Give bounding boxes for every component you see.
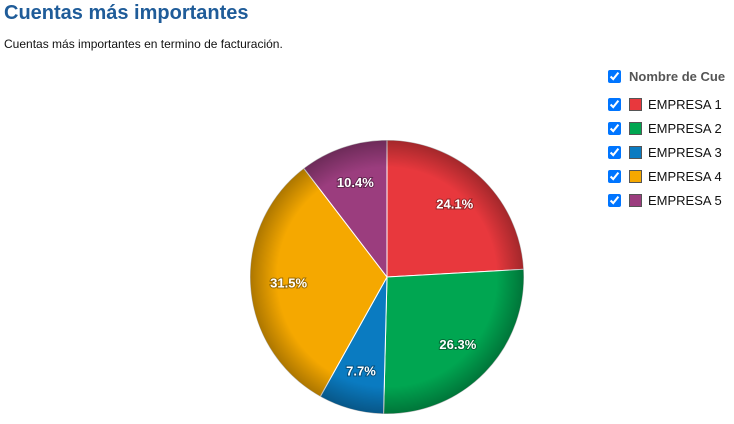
data-label: 7.7% bbox=[346, 364, 376, 379]
legend-label: EMPRESA 1 bbox=[648, 96, 722, 112]
legend-checkbox[interactable] bbox=[608, 121, 621, 135]
legend-item: EMPRESA 1 bbox=[606, 92, 725, 116]
legend-label: EMPRESA 3 bbox=[648, 144, 722, 160]
data-label: 31.5% bbox=[270, 276, 307, 291]
legend-swatch bbox=[629, 145, 642, 159]
legend-swatch bbox=[629, 169, 642, 183]
data-label: 10.4% bbox=[337, 175, 374, 190]
legend-checkbox[interactable] bbox=[608, 145, 621, 159]
page-title: Cuentas más importantes bbox=[4, 2, 249, 24]
legend-title: Nombre de Cue bbox=[629, 68, 726, 84]
legend-swatch bbox=[629, 193, 642, 207]
data-label: 26.3% bbox=[439, 337, 476, 352]
legend-item: EMPRESA 3 bbox=[606, 140, 725, 164]
legend-item: EMPRESA 5 bbox=[606, 188, 725, 212]
legend-swatch bbox=[629, 97, 642, 111]
legend-item: EMPRESA 2 bbox=[606, 116, 725, 140]
legend-swatch bbox=[629, 121, 642, 135]
legend-label: EMPRESA 5 bbox=[648, 192, 722, 208]
page-subtitle: Cuentas más importantes en termino de fa… bbox=[4, 37, 283, 51]
legend-label: EMPRESA 4 bbox=[648, 168, 722, 184]
legend-checkbox[interactable] bbox=[608, 169, 621, 183]
legend-label: EMPRESA 2 bbox=[648, 120, 722, 136]
legend-checkbox[interactable] bbox=[608, 193, 621, 207]
legend-checkbox[interactable] bbox=[608, 97, 621, 111]
legend: Nombre de Cue EMPRESA 1 EMPRESA 2 EMPRESA … bbox=[606, 64, 725, 212]
data-label: 24.1% bbox=[436, 197, 473, 212]
legend-header: Nombre de Cue bbox=[606, 64, 725, 88]
legend-header-checkbox[interactable] bbox=[608, 69, 621, 83]
legend-item: EMPRESA 4 bbox=[606, 164, 725, 188]
